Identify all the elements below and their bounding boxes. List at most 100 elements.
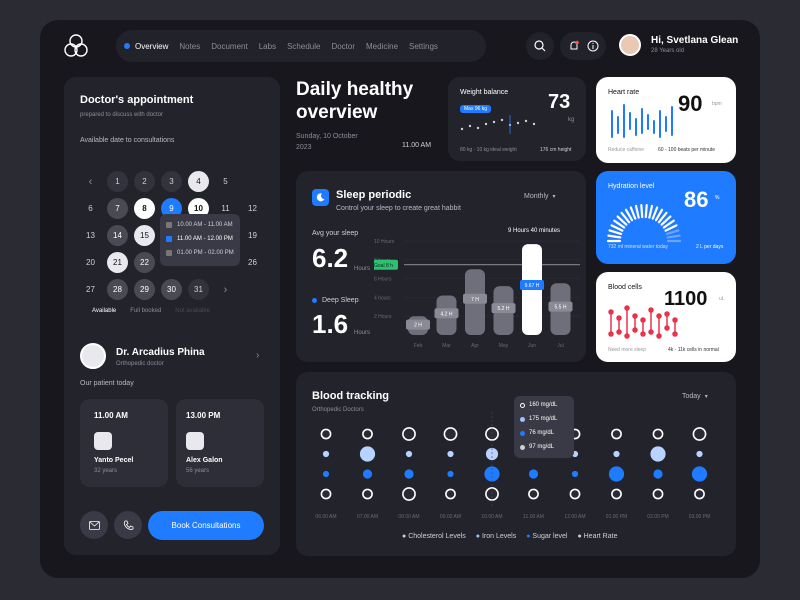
blood-dot-sugar-level[interactable] bbox=[447, 470, 454, 478]
nav-settings[interactable]: Settings bbox=[409, 41, 438, 51]
blood-tracking-chart: 06.00 AM 07.00 AM 08.00 AM 09.00 AM 10.00 AM… bbox=[315, 412, 710, 520]
calendar-day-8[interactable]: 8 bbox=[134, 198, 155, 219]
info-icon[interactable] bbox=[587, 40, 599, 52]
time-slot-1[interactable]: 10.00 AM - 11.00 AM bbox=[166, 222, 233, 228]
calendar-day-26[interactable]: 26 bbox=[248, 258, 257, 267]
calendar-day-5[interactable]: 5 bbox=[223, 177, 228, 186]
weight-balance-card[interactable]: Weight balance 73 kg Max 96 kg 80 kg · 1… bbox=[448, 77, 586, 161]
nav-document[interactable]: Document bbox=[211, 41, 248, 51]
search-button[interactable] bbox=[526, 32, 554, 60]
blood-dot-heart-rate[interactable] bbox=[528, 488, 539, 500]
checkbox-checked[interactable] bbox=[166, 236, 172, 242]
nav-medicine[interactable]: Medicine bbox=[366, 41, 399, 51]
blood-period-dropdown[interactable]: Today ▾ bbox=[682, 393, 708, 400]
blood-dot-cholesterol-levels[interactable] bbox=[692, 427, 707, 441]
blood-dot-cholesterol-levels[interactable] bbox=[443, 427, 458, 441]
blood-dot-heart-rate[interactable] bbox=[445, 488, 456, 500]
blood-dot-cholesterol-levels[interactable] bbox=[652, 428, 664, 440]
blood-dot-heart-rate[interactable] bbox=[652, 488, 664, 500]
heart-rate-card[interactable]: Heart rate 90 bpm Reduce caffeine 60 - 1… bbox=[596, 77, 736, 163]
heart-foot-right: 60 - 100 beats per minute bbox=[658, 147, 715, 153]
blood-dot-cholesterol-levels[interactable] bbox=[320, 428, 332, 440]
blood-dot-sugar-level[interactable] bbox=[528, 469, 539, 479]
blood-dot-sugar-level[interactable] bbox=[653, 469, 663, 479]
calendar-next-button[interactable]: › bbox=[223, 283, 228, 296]
calendar-day-27[interactable]: 27 bbox=[86, 285, 95, 294]
blood-dot-heart-rate[interactable] bbox=[569, 488, 581, 500]
patient-card-2[interactable]: 13.00 PM Alex Galon 56 years bbox=[176, 399, 264, 487]
patient-card-1[interactable]: 11.00 AM Yanto Pecel 32 years bbox=[80, 399, 168, 487]
calendar-day-29[interactable]: 29 bbox=[134, 279, 155, 300]
hydration-value: 86 bbox=[684, 187, 709, 212]
calendar-day-11[interactable]: 11 bbox=[221, 204, 230, 213]
heart-rate-bars bbox=[611, 104, 673, 138]
calendar-day-21[interactable]: 21 bbox=[107, 252, 128, 273]
blood-cells-card[interactable]: Blood cells 1100 uL Need more sleep 4k -… bbox=[596, 272, 736, 362]
blood-dot-sugar-level[interactable] bbox=[322, 470, 330, 478]
blood-dot-sugar-level[interactable] bbox=[362, 469, 373, 479]
checkbox[interactable] bbox=[166, 250, 172, 256]
nav-overview[interactable]: Overview bbox=[124, 42, 168, 51]
calendar-day-1[interactable]: 1 bbox=[107, 171, 128, 192]
calendar-day-2[interactable]: 2 bbox=[134, 171, 155, 192]
blood-dot-heart-rate[interactable] bbox=[362, 488, 373, 500]
time-slot-2[interactable]: 11.00 AM - 12.00 PM bbox=[166, 236, 233, 242]
calendar-day-4[interactable]: 4 bbox=[188, 171, 209, 192]
bell-icon[interactable] bbox=[568, 40, 580, 52]
calendar-day-28[interactable]: 28 bbox=[107, 279, 128, 300]
blood-dot-iron-levels[interactable] bbox=[447, 450, 454, 458]
calendar-day-9[interactable]: 9 bbox=[161, 198, 182, 219]
blood-dot-heart-rate[interactable] bbox=[611, 488, 622, 500]
blood-dot-iron-levels[interactable] bbox=[405, 450, 413, 458]
call-button[interactable] bbox=[114, 511, 142, 539]
logo-icon[interactable] bbox=[64, 34, 88, 58]
blood-dot-heart-rate[interactable] bbox=[320, 488, 332, 500]
blood-dot-iron-levels[interactable] bbox=[359, 446, 376, 462]
blood-dot-sugar-level[interactable] bbox=[404, 469, 414, 479]
message-button[interactable] bbox=[80, 511, 108, 539]
calendar-day-6[interactable]: 6 bbox=[88, 204, 93, 213]
calendar-day-10[interactable]: 10 bbox=[188, 198, 209, 219]
calendar-day-7[interactable]: 7 bbox=[107, 198, 128, 219]
blood-dot-sugar-level[interactable] bbox=[608, 466, 625, 482]
blood-dot-iron-levels[interactable] bbox=[650, 446, 666, 462]
nav-schedule[interactable]: Schedule bbox=[287, 41, 321, 51]
doctor-avatar[interactable] bbox=[80, 343, 106, 369]
blood-dot-sugar-level[interactable] bbox=[571, 470, 579, 478]
patients-label: Our patient today bbox=[80, 380, 134, 387]
calendar-day-13[interactable]: 13 bbox=[86, 231, 95, 240]
checkbox[interactable] bbox=[166, 222, 172, 228]
calendar-day-30[interactable]: 30 bbox=[161, 279, 182, 300]
calendar-day-31[interactable]: 31 bbox=[188, 279, 209, 300]
legend-cholesterol: ● Cholesterol Levels bbox=[402, 533, 466, 540]
calendar-day-15[interactable]: 15 bbox=[134, 225, 155, 246]
nav-labs[interactable]: Labs bbox=[258, 41, 277, 51]
blood-dot-cholesterol-levels[interactable] bbox=[402, 427, 416, 441]
blood-dot-cholesterol-levels[interactable] bbox=[611, 428, 622, 440]
blood-dot-heart-rate[interactable] bbox=[694, 488, 705, 500]
blood-dot-iron-levels[interactable] bbox=[696, 450, 703, 458]
blood-dot-heart-rate[interactable] bbox=[402, 487, 416, 501]
blood-cells-title: Blood cells bbox=[608, 284, 642, 291]
nav-notes[interactable]: Notes bbox=[179, 41, 201, 51]
hydration-card[interactable]: Hydration level 86 % 732 ml mineral wate… bbox=[596, 171, 736, 264]
time-slot-3[interactable]: 01.00 PM - 02.00 PM bbox=[166, 250, 234, 256]
sleep-period-dropdown[interactable]: Monthly ▾ bbox=[524, 193, 556, 200]
user-avatar[interactable] bbox=[619, 34, 641, 56]
nav-doctor[interactable]: Doctor bbox=[331, 41, 355, 51]
calendar-day-20[interactable]: 20 bbox=[86, 258, 95, 267]
blood-dot-sugar-level[interactable] bbox=[691, 466, 708, 482]
book-consultations-button[interactable]: Book Consultations bbox=[148, 511, 264, 540]
calendar-prev-button[interactable]: ‹ bbox=[88, 175, 93, 188]
calendar-day-22[interactable]: 22 bbox=[134, 252, 155, 273]
calendar-day-12[interactable]: 12 bbox=[248, 204, 257, 213]
calendar-day-14[interactable]: 14 bbox=[107, 225, 128, 246]
legend-label: Iron Levels bbox=[481, 533, 517, 540]
blood-dot-cholesterol-levels[interactable] bbox=[362, 428, 373, 440]
blood-dot-iron-levels[interactable] bbox=[613, 450, 620, 458]
blood-cells-foot-left: Need more sleep bbox=[608, 347, 647, 353]
calendar-day-3[interactable]: 3 bbox=[161, 171, 182, 192]
calendar-day-19[interactable]: 19 bbox=[248, 231, 257, 240]
blood-dot-iron-levels[interactable] bbox=[322, 450, 330, 458]
chevron-right-icon[interactable]: › bbox=[256, 350, 260, 361]
